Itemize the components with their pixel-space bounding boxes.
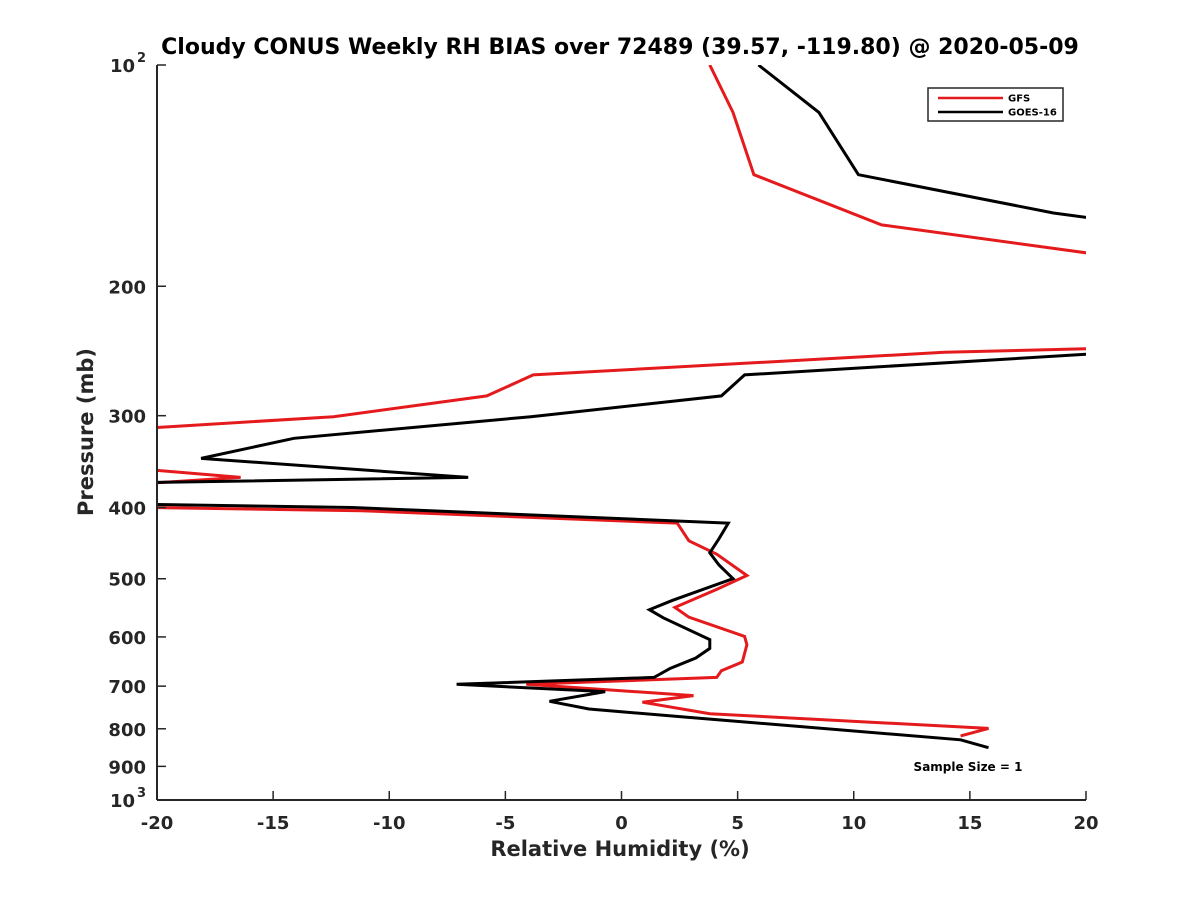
y-tick-label-exponent: 2 [137,51,146,66]
y-tick-label: 800 [108,720,146,741]
x-tick-label: -10 [373,813,406,834]
y-tick-label: 900 [108,757,146,778]
series-line-goes-16 [157,65,1086,750]
sample-size-annotation: Sample Size = 1 [914,760,1023,774]
x-tick-label: 0 [615,813,628,834]
y-tick-label: 700 [108,677,146,698]
x-axis-label: Relative Humidity (%) [490,837,749,861]
series-line-gfs [157,65,1086,738]
x-tick-label: -20 [141,813,174,834]
x-tick-label: 20 [1073,813,1098,834]
y-tick-label: 300 [108,407,146,428]
x-tick-label: 10 [841,813,866,834]
y-tick-label: 600 [108,628,146,649]
y-tick-label: 500 [108,570,146,591]
y-tick-label: 10 [110,791,135,812]
legend-label: GOES-16 [1008,108,1057,119]
legend: GFS GOES-16 [927,87,1064,122]
legend-label: GFS [1008,94,1030,105]
x-tick-label: 5 [731,813,744,834]
y-tick-label: 10 [110,56,135,77]
y-axis-label: Pressure (mb) [74,348,98,516]
y-tick-label: 400 [108,499,146,520]
y-tick-label-exponent: 3 [137,786,146,801]
chart-title: Cloudy CONUS Weekly RH BIAS over 72489 (… [161,35,1079,60]
x-tick-label: -5 [495,813,515,834]
x-tick-label: -15 [257,813,290,834]
x-tick-label: 15 [957,813,982,834]
y-tick-label: 200 [108,277,146,298]
legend-box [927,87,1064,122]
